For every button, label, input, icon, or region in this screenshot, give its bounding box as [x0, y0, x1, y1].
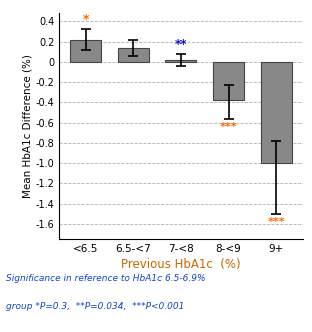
X-axis label: Previous HbA1c  (%): Previous HbA1c (%): [121, 258, 241, 271]
Text: **: **: [175, 38, 187, 51]
Text: ***: ***: [267, 217, 285, 227]
Text: group *P=0.3,  **P=0.034,  ***P<0.001: group *P=0.3, **P=0.034, ***P<0.001: [6, 302, 185, 311]
Y-axis label: Mean HbA1c Difference (%): Mean HbA1c Difference (%): [23, 54, 33, 198]
Bar: [213, 62, 244, 100]
Text: Significance in reference to HbA1c 6.5-6.9%: Significance in reference to HbA1c 6.5-6…: [6, 274, 206, 283]
Bar: [70, 40, 101, 62]
Bar: [118, 48, 149, 62]
Bar: [165, 60, 197, 62]
Text: *: *: [83, 13, 89, 27]
Text: ***: ***: [220, 122, 237, 131]
Bar: [261, 62, 292, 163]
